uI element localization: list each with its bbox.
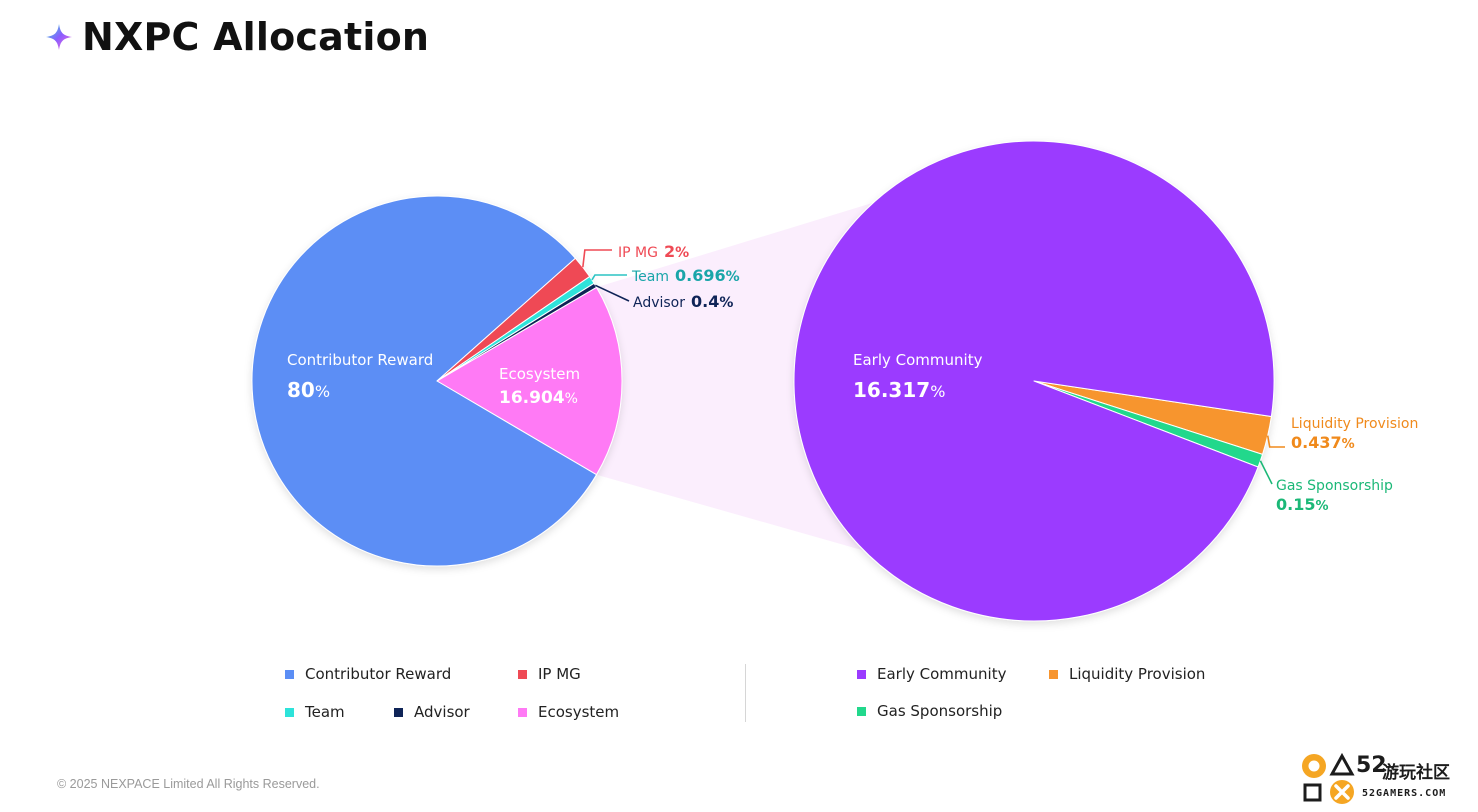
zoom-connector [596, 202, 874, 551]
legend-item-liquidity-provision: Liquidity Provision [1049, 664, 1205, 684]
watermark-number: 52 [1356, 753, 1387, 778]
legend-item-gas-sponsorship: Gas Sponsorship [857, 701, 1002, 721]
legend-item-early-community: Early Community [857, 664, 1006, 684]
leader-line-team [591, 274, 627, 281]
legend-label: Contributor Reward [305, 665, 452, 683]
detail-pie [793, 140, 1275, 622]
sparkle-icon [46, 24, 72, 50]
copyright-text: © 2025 NEXPACE Limited All Rights Reserv… [57, 777, 320, 791]
slice-value-liquidity-provision: 0.437% [1291, 433, 1355, 452]
leader-line-advisor [594, 284, 630, 302]
legend-swatch [518, 669, 527, 679]
label-leaders [582, 249, 1285, 485]
pie-slice-ecosystem [436, 286, 623, 476]
legend-swatch [394, 707, 403, 717]
legend-item-advisor: Advisor [394, 702, 470, 722]
legend-label: Liquidity Provision [1069, 665, 1206, 683]
title-block: NXPC Allocation [44, 12, 429, 62]
slice-label-ecosystem: Ecosystem [499, 365, 580, 383]
legend-item-ip-mg: IP MG [518, 664, 581, 684]
legend-label: Gas Sponsorship [877, 702, 1003, 720]
slice-value-early-community: 16.317% [853, 378, 945, 402]
legend-swatch [857, 706, 866, 716]
legend-label: IP MG [538, 665, 581, 683]
legend-divider [745, 664, 746, 722]
legend-swatch [285, 707, 294, 717]
slice-label-team: Team 0.696% [631, 266, 740, 285]
legend-swatch [518, 707, 527, 717]
slice-label-early-community: Early Community [853, 351, 983, 369]
legend-label: Team [305, 703, 345, 721]
page-title: NXPC Allocation [82, 15, 430, 59]
slice-value-ecosystem: 16.904% [499, 388, 578, 408]
slice-label-contributor-reward: Contributor Reward [287, 351, 433, 369]
legend-item-ecosystem: Ecosystem [518, 702, 619, 722]
gamepad-symbols-icon [1302, 752, 1355, 804]
watermark-domain: 52GAMERS.COM [1362, 788, 1447, 799]
main-pie [251, 195, 623, 567]
slice-value-contributor-reward: 80% [287, 378, 330, 402]
legend-swatch [285, 669, 294, 679]
legend-label: Ecosystem [538, 703, 620, 721]
slice-label-ip-mg: IP MG 2% [618, 242, 689, 261]
slice-value-gas-sponsorship: 0.15% [1276, 495, 1329, 514]
legend-label: Advisor [414, 703, 470, 721]
legend-swatch [857, 669, 866, 679]
leader-line-liquidity-provision [1266, 435, 1285, 448]
legend-item-contributor-reward: Contributor Reward [285, 664, 451, 684]
slice-label-gas-sponsorship: Gas Sponsorship [1276, 478, 1393, 494]
pie-slice-early-community [793, 140, 1275, 622]
watermark-logo: 52 游玩社区 52GAMERS.COM [1300, 752, 1472, 806]
legend-swatch [1049, 669, 1058, 679]
legend-label: Early Community [877, 665, 1007, 683]
legend-item-team: Team [285, 702, 345, 722]
watermark-cn-text: 游玩社区 [1382, 763, 1450, 782]
pie-slice-contributor-reward [251, 195, 598, 567]
slice-label-advisor: Advisor 0.4% [633, 292, 733, 311]
leader-line-gas-sponsorship [1259, 460, 1273, 485]
leader-line-ip-mg [582, 249, 612, 268]
slice-label-liquidity-provision: Liquidity Provision [1291, 416, 1418, 432]
